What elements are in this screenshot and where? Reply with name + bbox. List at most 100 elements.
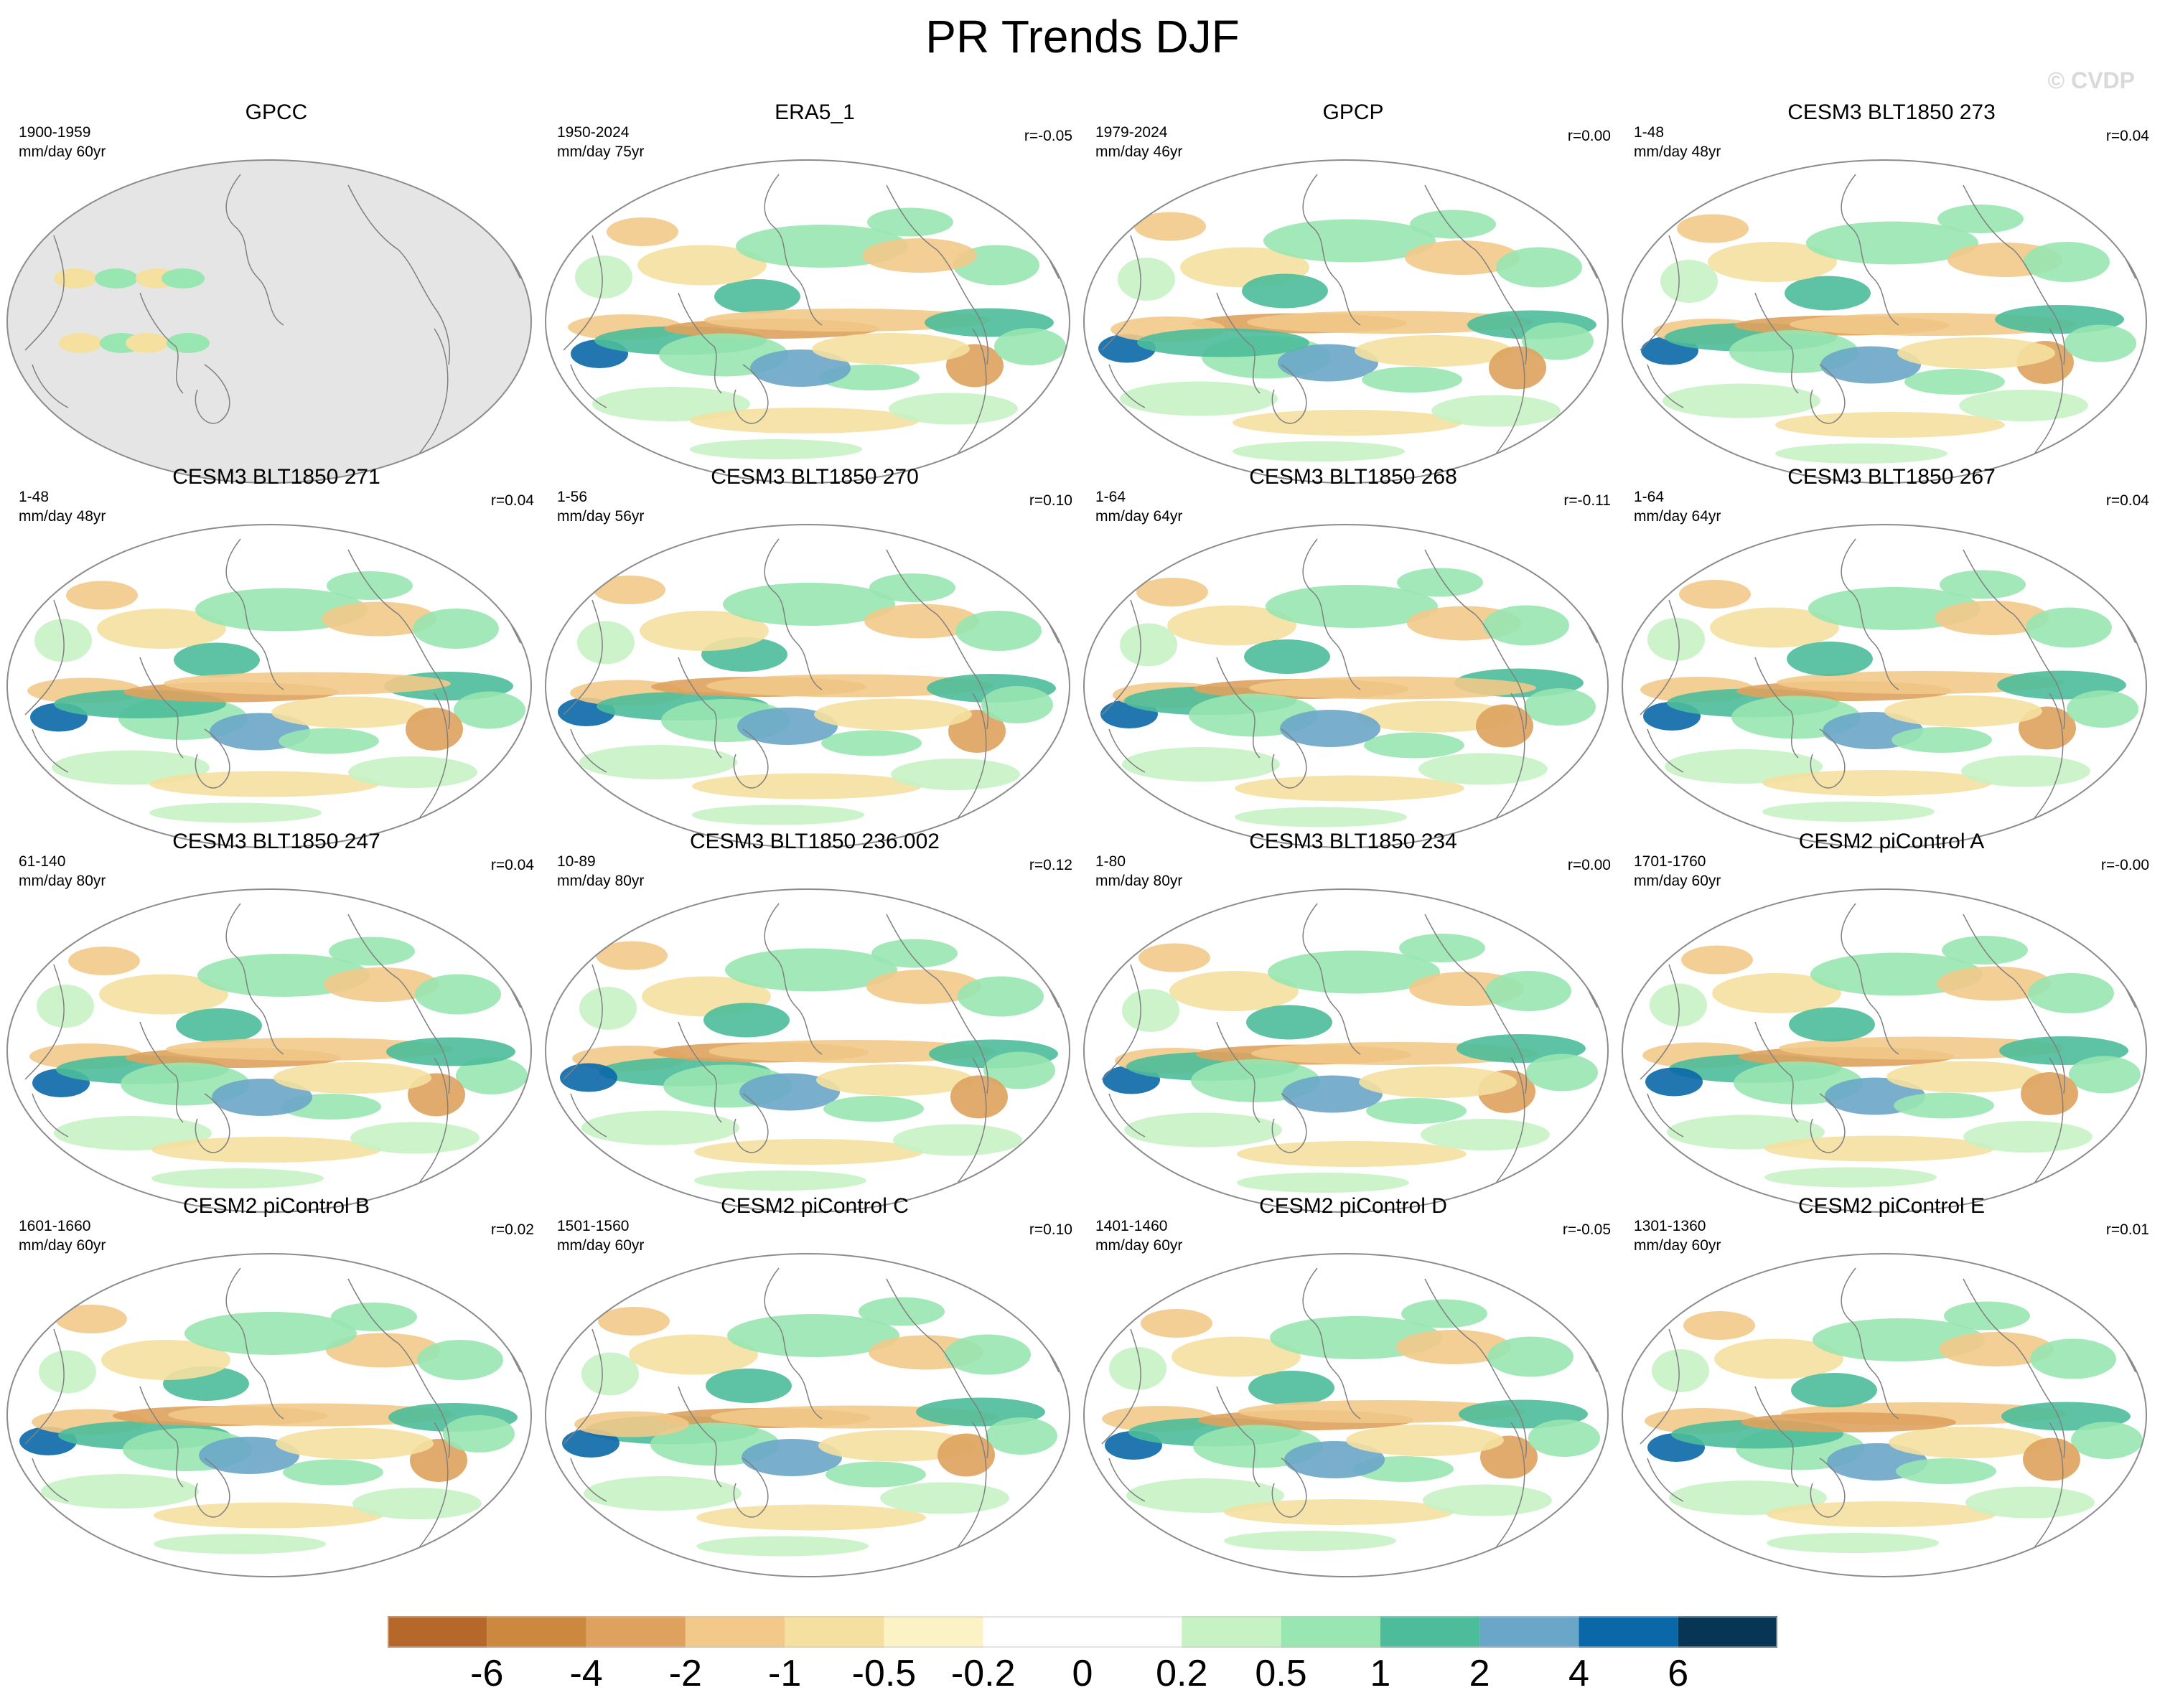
colorbar-tick-label: -2 [668, 1653, 702, 1694]
trend-patch [955, 611, 1042, 651]
trend-patch [709, 1040, 996, 1063]
coastline [347, 184, 451, 365]
trend-patch [1894, 1092, 1994, 1119]
trend-patch [162, 268, 205, 288]
trend-patch [823, 1096, 924, 1122]
coastline [1108, 1458, 1146, 1502]
robinson-map [1083, 524, 1609, 848]
robinson-map [6, 159, 532, 484]
map-outline [545, 1253, 1070, 1577]
panel-title: CESM2 piControl B [182, 1194, 370, 1218]
coastline [225, 1267, 284, 1420]
coastline [139, 292, 184, 394]
coastline [32, 1458, 69, 1502]
trend-patch [167, 333, 210, 353]
trend-patch [725, 948, 897, 992]
coastline [1424, 1278, 1528, 1459]
trend-patch [2071, 1422, 2143, 1459]
trend-patch [59, 333, 102, 353]
trend-patch [696, 1536, 869, 1557]
trend-patch [1396, 1330, 1511, 1364]
trend-patch [579, 745, 737, 779]
map-outline [1083, 1253, 1609, 1577]
panel-title: CESM3 BLT1850 271 [172, 465, 380, 489]
coastline [1647, 728, 1684, 773]
trend-patch [694, 1139, 924, 1165]
coastline [195, 728, 230, 789]
trend-patch [1937, 966, 2052, 1001]
coastline [1640, 964, 1680, 1080]
coastline [1640, 599, 1680, 715]
coastline [1492, 1057, 1525, 1188]
coastline [139, 1021, 184, 1123]
panel-year-range: 1-80 [1095, 853, 1126, 870]
trend-patch [1937, 205, 2024, 233]
trend-patch [1777, 671, 2064, 694]
trend-patch [386, 1037, 515, 1066]
coastline [1216, 1021, 1261, 1123]
coastline [1647, 1458, 1684, 1502]
trend-patch [1889, 1427, 2047, 1458]
coastline [570, 1093, 607, 1137]
coastline [347, 549, 451, 730]
trend-patch [149, 802, 322, 823]
trend-patch [723, 583, 895, 626]
trend-patch [52, 750, 210, 785]
trend-patch [1120, 381, 1278, 416]
trend-patch [1244, 639, 1330, 674]
coastline [954, 693, 987, 823]
colorbar-tick-label: 2 [1469, 1653, 1490, 1694]
trend-patch [1764, 1135, 1994, 1162]
trend-patch [2023, 1437, 2080, 1481]
trend-patch [1963, 1121, 2092, 1153]
trend-field [1640, 174, 2136, 464]
trend-patch [1667, 1115, 1825, 1150]
trend-field [1101, 1267, 1600, 1552]
panel-correlation: r=0.02 [490, 1221, 534, 1238]
trend-patch [1961, 755, 2090, 787]
trend-patch [164, 672, 451, 695]
trend-patch [1767, 1533, 1939, 1553]
trend-patch [1346, 1425, 1504, 1456]
trend-patch [1487, 1336, 1574, 1377]
robinson-map [1622, 1253, 2147, 1577]
coastline [416, 1057, 449, 1188]
panel-correlation: r=0.04 [2105, 492, 2149, 509]
trend-patch [271, 696, 429, 728]
trend-patch [443, 1415, 515, 1453]
trend-patch [1138, 943, 1210, 972]
coastline [195, 1093, 230, 1153]
trend-patch [1791, 1373, 1877, 1407]
trend-patch [862, 238, 977, 273]
coastline [563, 599, 603, 715]
trend-patch [322, 601, 436, 637]
trend-patch [640, 611, 769, 651]
coastline [32, 728, 69, 773]
trend-patch [581, 1110, 739, 1145]
trend-patch [607, 217, 678, 246]
trend-patch [826, 1461, 926, 1488]
trend-patch [1665, 749, 1823, 784]
coastline [2031, 328, 2064, 459]
colorbar-box [685, 1616, 785, 1648]
trend-patch [149, 771, 379, 797]
trend-patch [1248, 1371, 1334, 1405]
trend-patch [184, 1312, 357, 1355]
colorbar-tick-label: -4 [569, 1653, 603, 1694]
panel-year-range: 1401-1460 [1095, 1218, 1168, 1234]
trend-patch [126, 333, 169, 353]
watermark: © CVDP [2047, 67, 2135, 93]
trend-patch [958, 976, 1044, 1017]
trend-patch [574, 1411, 689, 1437]
panel-correlation: r=0.12 [1029, 857, 1072, 873]
coastline [733, 1458, 769, 1518]
panel-title: CESM2 piControl D [1259, 1194, 1447, 1218]
trend-patch [154, 1502, 383, 1529]
trend-patch [34, 619, 92, 662]
coastline [1302, 903, 1361, 1055]
trend-patch [986, 1417, 1057, 1455]
coastline [570, 364, 607, 408]
coastline [225, 538, 284, 690]
trend-patch [1247, 311, 1534, 334]
colorbar-tick-label: -0.5 [851, 1653, 917, 1694]
